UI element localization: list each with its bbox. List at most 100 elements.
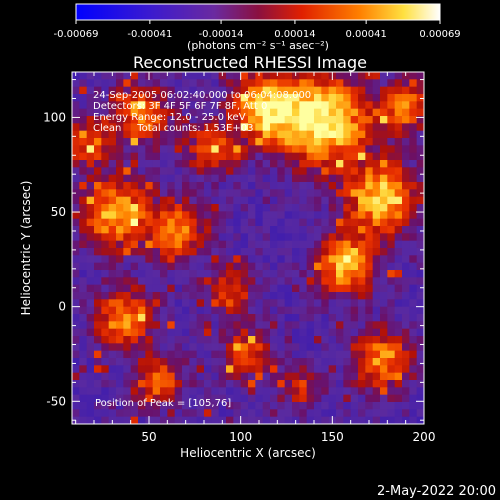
heatmap-cell — [270, 343, 278, 352]
heatmap-cell — [380, 79, 388, 88]
heatmap-cell — [196, 204, 205, 212]
heatmap-cell — [101, 152, 110, 161]
heatmap-cell — [284, 240, 293, 249]
heatmap-cell — [321, 218, 330, 227]
heatmap-cell — [292, 240, 300, 249]
heatmap-cell — [130, 255, 139, 264]
heatmap-cell — [248, 218, 256, 227]
heatmap-cell — [130, 101, 139, 110]
heatmap-cell — [299, 284, 308, 293]
heatmap-cell — [270, 160, 278, 168]
heatmap-cell — [380, 182, 388, 190]
heatmap-cell — [416, 306, 425, 315]
heatmap-cell — [116, 380, 124, 388]
heatmap-cell — [226, 255, 234, 264]
heatmap-cell — [189, 387, 198, 396]
heatmap-cell — [270, 387, 278, 396]
heatmap-cell — [189, 86, 198, 95]
heatmap-cell — [284, 262, 293, 271]
heatmap-cell — [321, 233, 330, 242]
heatmap-cell — [328, 226, 337, 234]
heatmap-cell — [255, 336, 264, 344]
heatmap-cell — [321, 321, 330, 330]
heatmap-cell — [101, 336, 110, 344]
heatmap-cell — [160, 160, 168, 168]
heatmap-cell — [350, 380, 359, 388]
heatmap-cell — [196, 167, 205, 176]
heatmap-cell — [358, 211, 366, 220]
heatmap-cell — [314, 394, 322, 403]
heatmap-cell — [402, 189, 410, 198]
heatmap-cell — [138, 306, 146, 315]
heatmap-cell — [321, 160, 330, 168]
heatmap-cell — [211, 365, 220, 374]
heatmap-cell — [336, 167, 344, 176]
heatmap-cell — [108, 123, 117, 132]
heatmap-cell — [101, 262, 110, 271]
heatmap-cell — [226, 182, 234, 190]
heatmap-cell — [86, 145, 95, 154]
heatmap-cell — [270, 321, 278, 330]
heatmap-cell — [299, 314, 308, 322]
heatmap-cell — [336, 387, 344, 396]
heatmap-cell — [167, 292, 176, 300]
heatmap-cell — [233, 211, 242, 220]
heatmap-cell — [167, 108, 176, 117]
heatmap-cell — [145, 328, 154, 337]
heatmap-cell — [94, 248, 102, 256]
heatmap-cell — [79, 226, 88, 234]
heatmap-cell — [138, 101, 146, 110]
heatmap-cell — [94, 409, 102, 418]
heatmap-cell — [380, 350, 388, 359]
heatmap-cell — [270, 380, 278, 388]
heatmap-cell — [299, 321, 308, 330]
heatmap-cell — [182, 248, 190, 256]
heatmap-cell — [328, 160, 337, 168]
heatmap-cell — [167, 123, 176, 132]
heatmap-cell — [255, 108, 264, 117]
heatmap-cell — [167, 94, 176, 102]
heatmap-cell — [402, 262, 410, 271]
heatmap-cell — [262, 145, 271, 154]
heatmap-cell — [174, 116, 183, 124]
heatmap-cell — [123, 292, 132, 300]
heatmap-cell — [174, 292, 183, 300]
heatmap-cell — [138, 365, 146, 374]
heatmap-cell — [402, 182, 410, 190]
heatmap-cell — [284, 196, 293, 205]
heatmap-cell — [130, 218, 139, 227]
heatmap-cell — [343, 387, 352, 396]
heatmap-cell — [284, 299, 293, 308]
heatmap-cell — [204, 204, 212, 212]
heatmap-cell — [160, 262, 168, 271]
heatmap-cell — [248, 233, 256, 242]
heatmap-cell — [101, 358, 110, 366]
heatmap-cell — [167, 138, 176, 146]
heatmap-cell — [314, 167, 322, 176]
heatmap-cell — [299, 160, 308, 168]
heatmap-cell — [189, 138, 198, 146]
heatmap-cell — [123, 350, 132, 359]
heatmap-cell — [277, 358, 286, 366]
heatmap-cell — [262, 72, 271, 80]
heatmap-cell — [409, 218, 418, 227]
heatmap-cell — [145, 226, 154, 234]
heatmap-cell — [343, 350, 352, 359]
heatmap-cell — [416, 343, 425, 352]
heatmap-cell — [284, 130, 293, 139]
heatmap-cell — [409, 336, 418, 344]
heatmap-cell — [277, 233, 286, 242]
heatmap-cell — [358, 108, 366, 117]
heatmap-cell — [130, 174, 139, 183]
heatmap-cell — [394, 167, 403, 176]
heatmap-cell — [72, 372, 80, 381]
heatmap-cell — [94, 306, 102, 315]
heatmap-cell — [284, 233, 293, 242]
heatmap-cell — [343, 343, 352, 352]
heatmap-cell — [277, 270, 286, 278]
heatmap-cell — [321, 152, 330, 161]
heatmap-cell — [365, 211, 374, 220]
heatmap-cell — [167, 130, 176, 139]
heatmap-cell — [145, 299, 154, 308]
heatmap-cell — [130, 160, 139, 168]
